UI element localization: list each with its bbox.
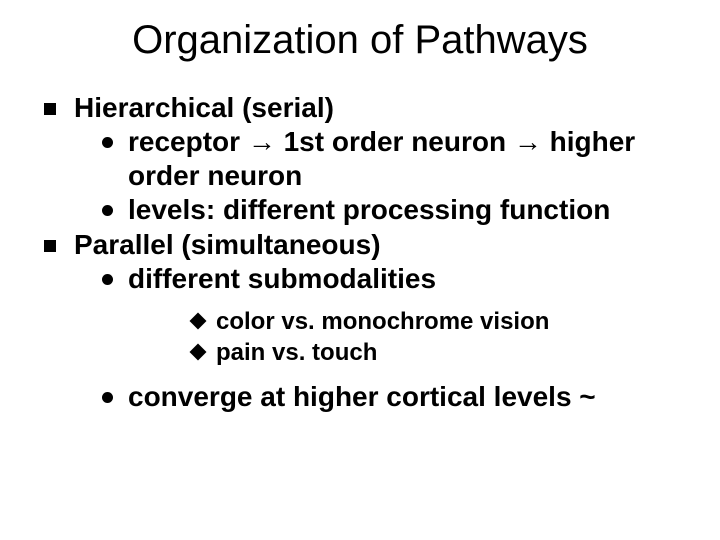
bullet-list-level1: Hierarchical (serial) receptor → 1st ord… <box>40 91 680 414</box>
list-item: levels: different processing function <box>102 193 680 227</box>
bullet-list-level2: different submodalities color vs. monoch… <box>74 262 680 415</box>
list-item: converge at higher cortical levels ~ <box>102 380 680 414</box>
list-item: pain vs. touch <box>192 337 680 368</box>
item-label: Hierarchical (serial) <box>74 92 334 123</box>
list-item: Hierarchical (serial) receptor → 1st ord… <box>40 91 680 228</box>
list-item: Parallel (simultaneous) different submod… <box>40 228 680 415</box>
item-label: different submodalities <box>128 263 436 294</box>
bullet-list-level3: color vs. monochrome vision pain vs. tou… <box>128 306 680 368</box>
item-label: converge at higher cortical levels ~ <box>128 381 596 412</box>
bullet-list-level2: receptor → 1st order neuron → higher ord… <box>74 125 680 227</box>
slide: Organization of Pathways Hierarchical (s… <box>0 0 720 540</box>
item-label: levels: different processing function <box>128 194 610 225</box>
list-item: color vs. monochrome vision <box>192 306 680 337</box>
item-label: Parallel (simultaneous) <box>74 229 381 260</box>
item-label: pain vs. touch <box>216 339 377 366</box>
item-label: receptor → 1st order neuron → higher ord… <box>128 126 635 191</box>
list-item: receptor → 1st order neuron → higher ord… <box>102 125 680 193</box>
slide-title: Organization of Pathways <box>40 18 680 63</box>
item-label: color vs. monochrome vision <box>216 308 549 335</box>
list-item: different submodalities color vs. monoch… <box>102 262 680 369</box>
